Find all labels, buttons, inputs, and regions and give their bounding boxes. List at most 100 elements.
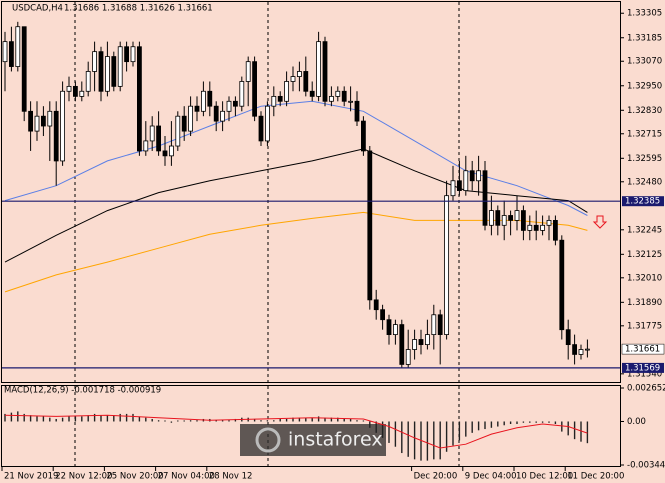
last-price-label: 1.31661 bbox=[625, 345, 660, 355]
y-tick-label: 1.32245 bbox=[627, 225, 662, 235]
candle-body bbox=[463, 170, 469, 191]
candle-body bbox=[143, 140, 149, 152]
chart-quote: 1.31686 1.31688 1.31626 1.31661 bbox=[64, 4, 213, 14]
candle-body bbox=[335, 90, 341, 97]
y-tick-label: 1.31775 bbox=[627, 321, 662, 331]
x-tick-label: 10 Dec 12:00 bbox=[516, 472, 573, 482]
candle-body bbox=[162, 150, 168, 157]
main-frame bbox=[1, 1, 621, 383]
candle-body bbox=[213, 105, 219, 122]
candle-body bbox=[200, 90, 206, 112]
candle-body bbox=[79, 90, 85, 97]
candle-body bbox=[245, 61, 251, 82]
price-box bbox=[622, 196, 664, 207]
y-tick-label: 1.32125 bbox=[627, 250, 662, 260]
y-tick-label: 1.31540 bbox=[627, 369, 662, 379]
candle-body bbox=[578, 349, 584, 355]
candle-body bbox=[412, 339, 418, 350]
candle-body bbox=[559, 239, 565, 331]
candle-body bbox=[149, 125, 155, 142]
macd-title: MACD(12,26,9) -0.001718 -0.000919 bbox=[4, 386, 161, 396]
candle-body bbox=[290, 76, 296, 82]
candle-body bbox=[572, 344, 577, 355]
candle-body bbox=[322, 41, 328, 102]
y-tick-label: 1.31890 bbox=[627, 298, 662, 308]
candle-body bbox=[8, 41, 14, 67]
watermark-logo bbox=[255, 427, 281, 453]
y-tick-label: 1.32950 bbox=[627, 81, 662, 91]
candle-body bbox=[508, 215, 514, 221]
candle-body bbox=[328, 95, 334, 102]
candle-body bbox=[136, 46, 142, 152]
candle-body bbox=[553, 219, 558, 241]
candle-body bbox=[450, 180, 456, 197]
candle-body bbox=[277, 95, 283, 102]
candle-body bbox=[354, 100, 360, 122]
candle-body bbox=[527, 224, 533, 231]
candle-body bbox=[47, 110, 53, 127]
x-tick-label: 11 Dec 20:00 bbox=[567, 472, 624, 482]
y-tick-label: 0.00 bbox=[627, 417, 646, 427]
candle-body bbox=[60, 90, 65, 162]
candle-body bbox=[85, 71, 91, 92]
candle-body bbox=[495, 210, 501, 226]
candle-body bbox=[15, 26, 21, 67]
candle-body bbox=[21, 26, 27, 112]
candle-body bbox=[546, 219, 552, 226]
last-price-box bbox=[621, 343, 665, 355]
signal-line bbox=[4, 414, 588, 449]
price-box-label: 1.32385 bbox=[625, 197, 660, 207]
candle-body bbox=[111, 56, 117, 87]
candle-body bbox=[399, 324, 405, 365]
candle-body bbox=[418, 339, 424, 346]
candle-body bbox=[501, 215, 507, 226]
price-box-label: 1.31569 bbox=[625, 363, 660, 373]
candle-body bbox=[360, 120, 366, 152]
candle-body bbox=[437, 314, 443, 336]
candle-body bbox=[303, 71, 309, 92]
y-tick-label: 0.002652 bbox=[627, 384, 665, 394]
x-tick-label: 27 Nov 04:00 bbox=[158, 472, 215, 482]
candle-body bbox=[28, 110, 34, 132]
candle-body bbox=[424, 334, 430, 346]
candle-body bbox=[386, 319, 392, 336]
candle-body bbox=[207, 90, 213, 107]
candle-body bbox=[373, 299, 379, 311]
chart-symbol: USDCAD,H4 bbox=[12, 4, 63, 14]
candle-body bbox=[521, 210, 526, 231]
candle-body bbox=[405, 349, 411, 365]
y-tick-label: 1.32010 bbox=[627, 273, 662, 283]
candle-body bbox=[469, 170, 475, 182]
x-tick-label: 25 Nov 20:00 bbox=[106, 472, 163, 482]
candle-body bbox=[341, 90, 347, 102]
candle-body bbox=[296, 71, 302, 77]
candle-body bbox=[226, 100, 232, 112]
candle-body bbox=[105, 56, 110, 92]
candle-body bbox=[392, 324, 398, 336]
x-tick-label: 21 Nov 2019 bbox=[4, 472, 58, 482]
y-tick-label: 1.32480 bbox=[627, 177, 662, 187]
candle-body bbox=[380, 309, 386, 321]
price-box bbox=[622, 362, 664, 373]
candle-body bbox=[2, 41, 8, 63]
y-tick-label: 1.33070 bbox=[627, 57, 662, 67]
candle-body bbox=[431, 314, 437, 336]
y-tick-label: 1.33185 bbox=[627, 33, 662, 43]
macd-frame bbox=[1, 385, 621, 467]
moving-average bbox=[4, 100, 588, 216]
y-tick-label: 1.32595 bbox=[627, 154, 662, 164]
y-tick-label: 1.32715 bbox=[627, 129, 662, 139]
candle-body bbox=[181, 115, 187, 132]
candle-body bbox=[514, 210, 520, 221]
candle-body bbox=[533, 224, 539, 231]
candle-body bbox=[117, 46, 123, 87]
candle-body bbox=[271, 95, 277, 107]
candle-body bbox=[348, 100, 354, 103]
candle-body bbox=[98, 51, 104, 92]
candle-body bbox=[194, 105, 200, 112]
candle-body bbox=[309, 90, 315, 97]
candle-body bbox=[316, 41, 322, 97]
candle-body bbox=[482, 170, 488, 226]
candle-body bbox=[92, 51, 97, 72]
